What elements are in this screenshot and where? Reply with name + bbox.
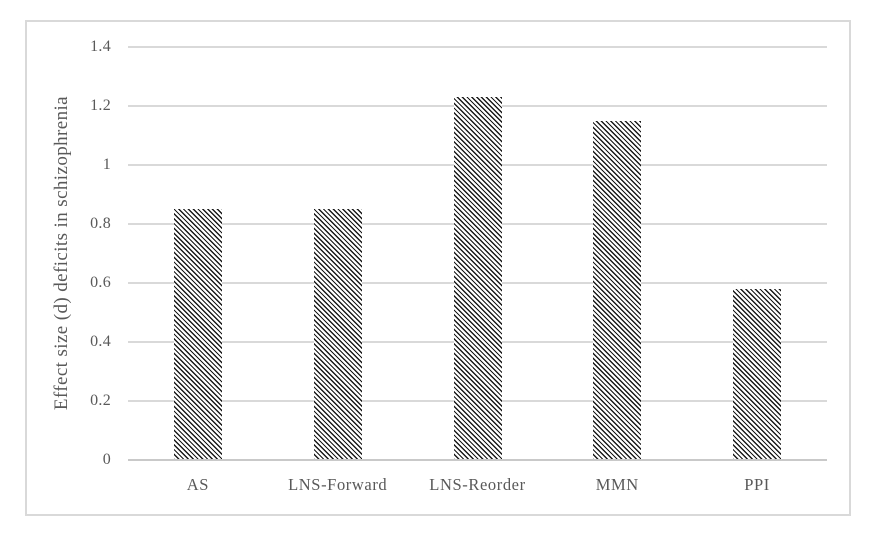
x-category-label: PPI [744, 475, 770, 494]
plot-area [128, 46, 827, 461]
bar-LNS-Reorder [453, 97, 502, 460]
x-category-label: LNS-Reorder [429, 475, 526, 494]
bar-PPI [733, 288, 782, 460]
y-tick-label: 1 [102, 156, 111, 173]
y-tick-label: 0.6 [90, 274, 111, 291]
x-category-label: AS [186, 475, 210, 494]
gridline [128, 46, 827, 48]
y-tick-label: 0 [102, 451, 111, 468]
x-category-label: MMN [595, 475, 639, 494]
x-axis-category-labels: AS LNS-Forward LNS-Reorder MMN PPI [128, 472, 827, 498]
y-tick-label: 0.4 [90, 333, 111, 350]
x-axis-line [128, 459, 827, 461]
bar-MMN [593, 120, 642, 460]
y-tick-label: 0.2 [90, 392, 111, 409]
bar-LNS-Forward [313, 209, 362, 460]
bar-AS [173, 209, 222, 460]
y-tick-label: 0.8 [90, 215, 111, 232]
x-category-label: LNS-Forward [288, 475, 388, 494]
y-axis-tick-labels: 0 0.2 0.4 0.6 0.8 1 1.2 1.4 [27, 39, 111, 468]
y-tick-label: 1.2 [90, 97, 111, 114]
figure-border: Effect size (d) deficits in schizophreni… [25, 20, 851, 516]
y-tick-label: 1.4 [90, 38, 111, 55]
